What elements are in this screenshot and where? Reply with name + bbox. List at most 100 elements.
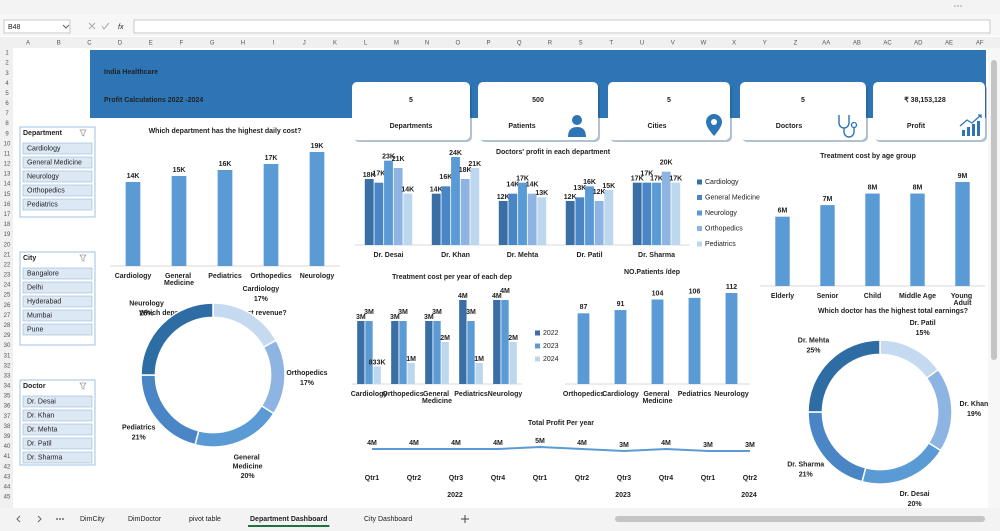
donut-category-label: General Medicine xyxy=(233,454,263,470)
data-label: 17K xyxy=(640,171,653,178)
bar xyxy=(391,321,399,384)
cancel-icon[interactable] xyxy=(88,22,96,30)
data-label: 106 xyxy=(689,289,701,296)
donut-slice xyxy=(194,404,275,448)
data-label: 8M xyxy=(913,184,923,191)
slicer-item[interactable] xyxy=(22,323,93,336)
row-header: 29 xyxy=(4,333,11,339)
slicer-item[interactable] xyxy=(22,156,93,169)
scroll-thumb[interactable] xyxy=(991,60,997,360)
add-sheet[interactable] xyxy=(461,515,469,523)
column-header: J xyxy=(303,41,306,47)
bar xyxy=(425,321,433,384)
x-tick-label: Qtr2 xyxy=(575,475,590,482)
dropdown-arrow[interactable] xyxy=(62,24,70,29)
chart-title: Treatment cost per year of each dep xyxy=(392,274,512,281)
name-box-frame[interactable] xyxy=(3,19,71,34)
bar xyxy=(575,197,585,245)
slicer-item[interactable] xyxy=(22,281,93,294)
bar xyxy=(527,193,537,245)
legend-swatch xyxy=(535,343,540,349)
slicer-item-label[interactable]: Bangalore xyxy=(27,271,59,278)
slicer-item-label[interactable]: Dr. Patil xyxy=(27,441,52,448)
row-header: 21 xyxy=(4,252,11,258)
slicer-item[interactable] xyxy=(22,409,93,422)
slicer-item-label[interactable]: Hyderabad xyxy=(27,299,61,306)
bar xyxy=(364,179,374,245)
sheet-tab[interactable]: Department Dashboard xyxy=(250,516,327,523)
slicer-item[interactable] xyxy=(22,295,93,308)
slicer-item-label[interactable]: Neurology xyxy=(27,174,59,181)
slicer-item-label[interactable]: Mumbai xyxy=(27,313,52,320)
slicer-item-label[interactable]: General Medicine xyxy=(27,160,82,167)
slicer-item-label[interactable]: Dr. Khan xyxy=(27,413,54,420)
slicer-item-label[interactable]: Orthopedics xyxy=(27,188,65,195)
bar xyxy=(125,182,141,266)
bar xyxy=(451,157,460,245)
bar xyxy=(460,179,470,245)
data-label: 18K xyxy=(363,172,376,179)
slicer-item-label[interactable]: Pediatrics xyxy=(27,202,58,209)
x-tick-label: Dr. Sharma xyxy=(638,252,675,259)
sheet-tab[interactable]: pivot table xyxy=(189,516,221,523)
slicer-item-label[interactable]: Delhi xyxy=(27,285,43,292)
row-header: 11 xyxy=(4,151,11,157)
slicer-item[interactable] xyxy=(22,309,93,322)
slicer-item-label[interactable]: Pune xyxy=(27,327,43,334)
slicer-item[interactable] xyxy=(22,184,93,197)
slicer-item[interactable] xyxy=(22,198,93,211)
kpi-value: 5 xyxy=(801,97,805,104)
enter-icon[interactable] xyxy=(101,22,110,30)
bar xyxy=(470,168,480,245)
donut-value-label: 15% xyxy=(916,330,931,337)
bar xyxy=(661,171,671,245)
data-label: 21K xyxy=(392,156,405,163)
row-header: 1 xyxy=(5,51,9,57)
slicer-title: Doctor xyxy=(23,383,46,390)
row-header: 44 xyxy=(4,484,11,490)
data-label: 15K xyxy=(602,183,615,190)
data-label: 18K xyxy=(459,167,472,174)
slicer-item[interactable] xyxy=(22,395,93,408)
donut-value-label: 17% xyxy=(254,296,269,303)
slicer-item-label[interactable]: Cardiology xyxy=(27,146,61,153)
slicer-item[interactable] xyxy=(22,423,93,436)
slicer-title: Department xyxy=(23,130,63,137)
data-label: 12K xyxy=(564,194,577,201)
column-header: K xyxy=(333,41,337,47)
row-header: 15 xyxy=(4,192,11,198)
data-label: 112 xyxy=(726,284,737,291)
x-tick-label: Neurology xyxy=(714,391,749,398)
profit-icon xyxy=(962,121,980,136)
sheet-tab[interactable]: DimCity xyxy=(80,516,105,523)
bar xyxy=(403,193,413,245)
data-label: 13K xyxy=(535,190,548,197)
tab-more[interactable] xyxy=(59,518,61,520)
row-header: 24 xyxy=(4,283,11,289)
sheet-tab[interactable]: City Dashboard xyxy=(364,516,412,523)
slicer-item[interactable] xyxy=(22,142,93,155)
more-dot xyxy=(954,5,956,7)
donut-category-label: Cardiology xyxy=(243,286,280,293)
tab-scroll-arrows[interactable] xyxy=(16,515,42,523)
x-tick-label: Qtr3 xyxy=(449,475,464,482)
x-tick-label: Qtr2 xyxy=(743,475,758,482)
x-tick-label: Qtr1 xyxy=(365,475,380,482)
slicer-item[interactable] xyxy=(22,267,93,280)
slicer-item[interactable] xyxy=(22,451,93,464)
data-label: 14K xyxy=(506,182,519,189)
slicer-item-label[interactable]: Dr. Sharma xyxy=(27,455,63,462)
x-tick-label: Neurology xyxy=(488,391,523,398)
formula-input[interactable] xyxy=(133,19,991,34)
x-tick-label: Neurology xyxy=(300,273,335,280)
slicer-item[interactable] xyxy=(22,170,93,183)
legend-label: Orthopedics xyxy=(705,225,743,232)
horizontal-scrollbar[interactable] xyxy=(615,516,985,522)
sheet-tab[interactable]: DimDoctor xyxy=(128,516,162,523)
slicer-item-label[interactable]: Dr. Desai xyxy=(27,399,56,406)
slicer-item[interactable] xyxy=(22,437,93,450)
slicer-item-label[interactable]: Dr. Mehta xyxy=(27,427,57,434)
tab-more[interactable] xyxy=(56,518,58,520)
tab-more[interactable] xyxy=(62,518,64,520)
